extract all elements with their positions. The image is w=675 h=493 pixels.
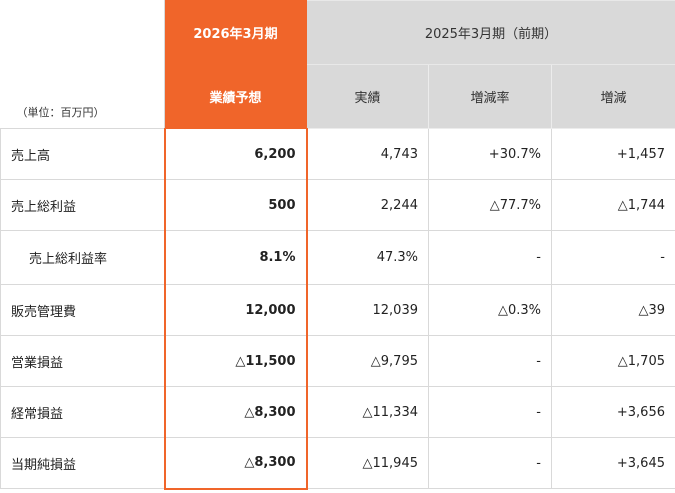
change-value: +3,656 <box>551 386 675 438</box>
table-row-sga-expenses: 販売管理費 12,000 12,039 △0.3% △39 <box>0 284 675 336</box>
actual-value: △11,945 <box>306 437 429 489</box>
actual-value: △9,795 <box>306 335 429 387</box>
table-row-operating-income: 営業損益 △11,500 △9,795 - △1,705 <box>0 335 675 387</box>
forecast-column-header: 業績予想 <box>164 64 307 129</box>
actual-value: 12,039 <box>306 284 429 336</box>
forecast-value: △8,300 <box>163 386 308 438</box>
row-label: 営業損益 <box>0 335 165 387</box>
table-row-net-sales: 売上高 6,200 4,743 +30.7% +1,457 <box>0 128 675 180</box>
unit-label-cell: （単位：百万円） <box>0 0 165 129</box>
change-column-header: 増減 <box>551 64 675 129</box>
forecast-value: 500 <box>163 179 308 231</box>
actual-value: △11,334 <box>306 386 429 438</box>
change-value: △1,705 <box>551 335 675 387</box>
rate-value: - <box>428 335 552 387</box>
forecast-value: 6,200 <box>163 128 308 180</box>
change-value: +3,645 <box>551 437 675 489</box>
prior-period-header: 2025年3月期（前期） <box>306 0 675 65</box>
rate-column-header: 増減率 <box>428 64 552 129</box>
rate-value: - <box>428 386 552 438</box>
table-row-net-income: 当期純損益 △8,300 △11,945 - +3,645 <box>0 437 675 490</box>
rate-value: - <box>428 437 552 489</box>
table-row-ordinary-income: 経常損益 △8,300 △11,334 - +3,656 <box>0 386 675 438</box>
change-value: △1,744 <box>551 179 675 231</box>
actual-value: 4,743 <box>306 128 429 180</box>
rate-value: +30.7% <box>428 128 552 180</box>
table-row-gross-margin: 売上総利益率 8.1% 47.3% - - <box>0 230 675 285</box>
rate-value: △77.7% <box>428 179 552 231</box>
row-label: 経常損益 <box>0 386 165 438</box>
change-value: +1,457 <box>551 128 675 180</box>
row-label: 売上総利益率 <box>0 230 165 285</box>
forecast-value: 12,000 <box>163 284 308 336</box>
unit-label: （単位：百万円） <box>16 106 105 119</box>
actual-value: 47.3% <box>306 230 429 285</box>
forecast-value: △11,500 <box>163 335 308 387</box>
row-label: 売上高 <box>0 128 165 180</box>
rate-value: △0.3% <box>428 284 552 336</box>
actual-column-header: 実績 <box>306 64 429 129</box>
row-label: 販売管理費 <box>0 284 165 336</box>
forecast-value: △8,300 <box>163 437 308 490</box>
forecast-period-header: 2026年3月期 <box>164 0 307 65</box>
actual-value: 2,244 <box>306 179 429 231</box>
change-value: △39 <box>551 284 675 336</box>
row-label: 売上総利益 <box>0 179 165 231</box>
change-value: - <box>551 230 675 285</box>
forecast-value: 8.1% <box>163 230 308 285</box>
row-label: 当期純損益 <box>0 437 165 489</box>
table-row-gross-profit: 売上総利益 500 2,244 △77.7% △1,744 <box>0 179 675 231</box>
rate-value: - <box>428 230 552 285</box>
